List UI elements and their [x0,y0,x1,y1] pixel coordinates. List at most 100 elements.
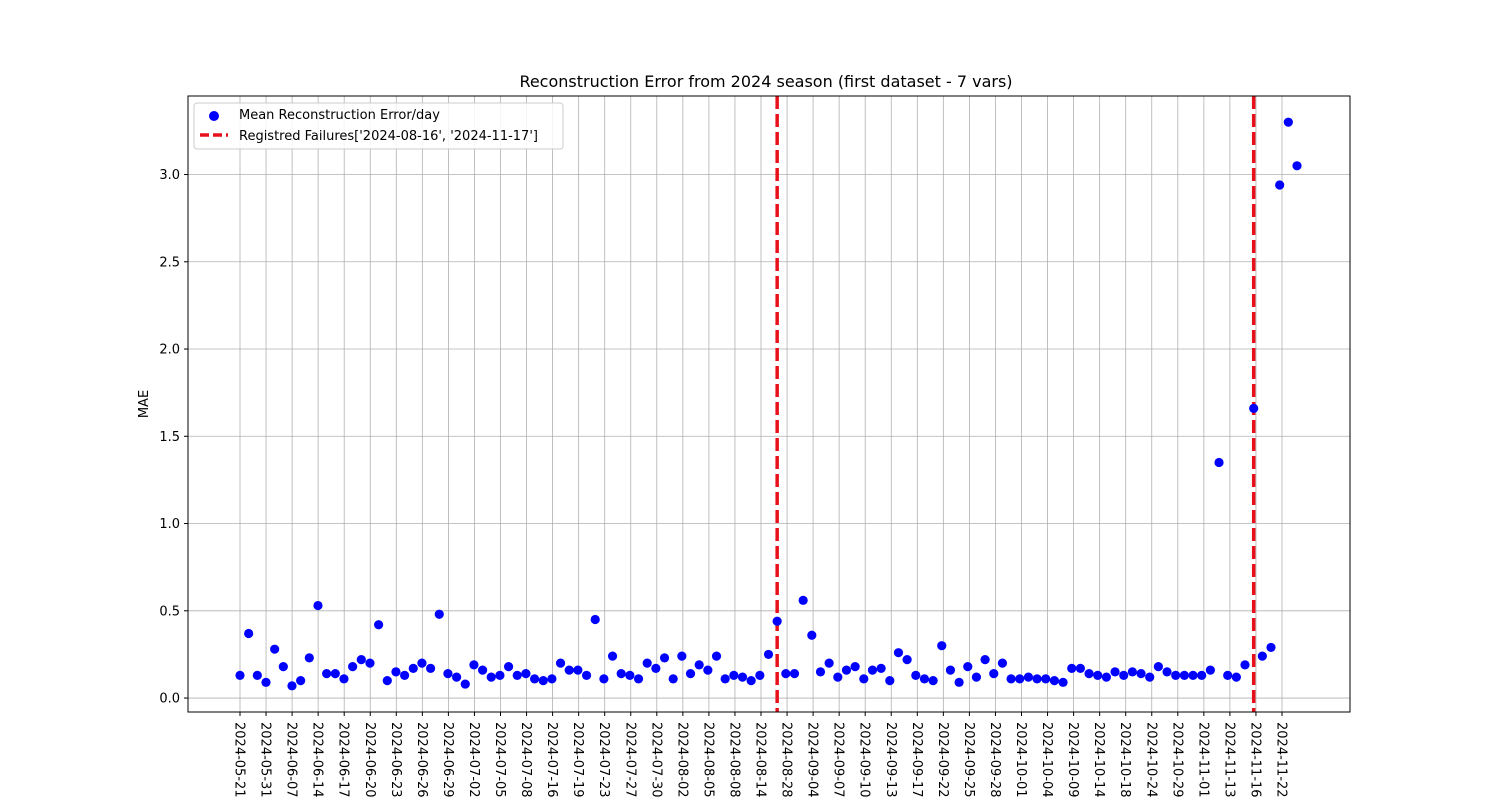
data-point [876,663,886,673]
x-tick-label: 2024-07-27 [622,722,637,798]
data-point [841,665,852,675]
data-point [659,653,670,663]
data-point [1249,403,1259,413]
x-tick-label: 2024-06-26 [414,722,429,798]
data-point [1231,672,1241,682]
data-point [330,669,340,679]
data-point [737,672,748,682]
data-point [867,665,878,675]
data-point [789,669,800,679]
data-point [512,670,522,680]
x-tick-label: 2024-09-25 [961,722,976,798]
x-tick-label: 2024-08-28 [779,722,794,798]
y-tick-label: 1.5 [159,430,180,445]
data-point [1101,672,1111,682]
data-point [971,672,982,682]
data-point [1197,670,1207,680]
data-point [555,658,566,668]
data-point [859,674,869,684]
data-point [590,614,600,625]
data-point [1266,642,1276,653]
data-point [729,670,739,680]
data-point [1214,457,1224,468]
y-tick-label: 2.0 [159,343,180,358]
data-point [521,669,531,679]
x-tick-label: 2024-07-16 [544,722,559,798]
data-point [746,675,756,686]
x-tick-label: 2024-10-29 [1169,722,1184,798]
data-point [382,675,392,686]
data-point [495,670,505,680]
x-tick-label: 2024-10-14 [1091,722,1106,798]
x-tick-label: 2024-07-23 [596,722,611,798]
x-tick-label: 2024-07-08 [518,722,533,798]
data-point [339,674,349,684]
data-point [287,681,297,691]
data-point [937,641,947,651]
x-tick-label: 2024-08-02 [674,722,689,798]
data-point [607,651,618,661]
data-point [954,677,964,687]
data-point [1075,663,1086,673]
data-point [296,675,306,686]
data-point [997,658,1008,668]
data-point [1006,674,1016,684]
x-tick-label: 2024-07-30 [648,722,663,798]
data-point [703,665,713,675]
data-point [400,670,410,680]
data-point [599,674,609,684]
y-tick-label: 2.5 [159,255,180,270]
data-point [503,662,514,672]
data-point [573,665,583,675]
x-tick-label: 2024-10-04 [1039,722,1054,798]
data-point [322,669,332,679]
x-tick-label: 2024-11-16 [1247,722,1262,798]
data-point [1015,674,1025,684]
data-point [1119,670,1129,680]
data-point [911,670,921,680]
data-point [391,667,401,677]
data-point [815,667,826,677]
data-point [451,672,462,682]
data-point [711,651,722,661]
data-point [261,677,271,687]
data-point [538,675,548,686]
data-point [1023,672,1034,682]
x-tick-label: 2024-06-17 [336,722,351,798]
x-tick-label: 2024-09-04 [805,722,820,798]
data-point [651,663,661,673]
data-point [919,674,930,684]
legend-label-scatter: Mean Reconstruction Error/day [239,108,440,123]
data-point [304,653,314,663]
data-point [824,658,834,668]
data-point [694,660,704,670]
data-point [235,670,245,680]
data-point [1110,667,1120,677]
x-tick-label: 2024-09-10 [857,722,872,798]
x-tick-label: 2024-09-13 [883,722,898,798]
data-point [625,670,635,680]
x-tick-label: 2024-10-24 [1143,722,1158,798]
data-point [1292,161,1302,171]
y-axis-label: MAE [137,390,152,418]
x-tick-label: 2024-06-14 [310,722,325,798]
y-tick-label: 0.5 [159,604,180,619]
x-tick-label: 2024-10-01 [1013,722,1028,798]
x-tick-label: 2024-07-05 [492,722,507,798]
data-point [850,662,860,672]
data-point [1084,669,1094,679]
data-point [1032,674,1042,684]
data-point [616,669,626,679]
data-point [581,670,592,680]
data-point [720,674,730,684]
data-point [755,670,765,680]
data-point [772,616,782,626]
data-point [477,665,488,675]
x-tick-label: 2024-06-20 [362,722,377,798]
data-point [1093,670,1103,680]
data-point [989,669,999,679]
data-point [1275,180,1285,190]
data-point [668,674,678,684]
y-tick-label: 0.0 [159,692,180,707]
